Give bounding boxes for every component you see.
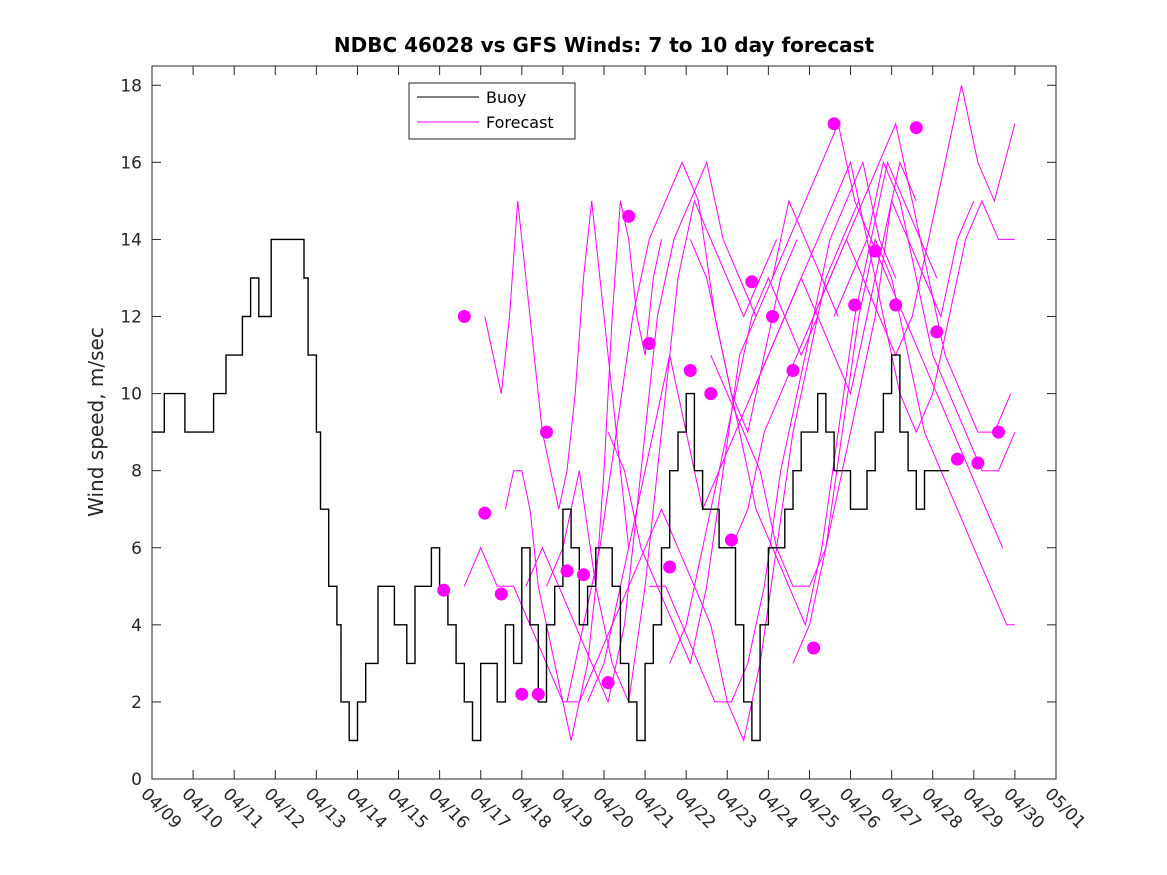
forecast-marker [930, 325, 944, 339]
forecast-marker [683, 364, 697, 377]
y-tick-label: 14 [120, 230, 142, 250]
forecast-marker [971, 456, 985, 470]
forecast-marker [786, 364, 800, 377]
forecast-marker [622, 209, 636, 223]
forecast-marker [745, 275, 759, 289]
plot-area [152, 66, 1056, 779]
y-tick-label: 18 [120, 76, 142, 96]
forecast-line-17 [792, 237, 1015, 664]
chart-title: NDBC 46028 vs GFS Winds: 7 to 10 day for… [334, 33, 875, 57]
axes-box [151, 65, 1057, 780]
forecast-line-18 [813, 122, 1012, 433]
forecast-marker [766, 310, 779, 323]
forecast-line-4 [525, 160, 757, 704]
forecast-line-14 [730, 85, 1016, 548]
forecast-marker [457, 310, 471, 323]
forecast-marker [437, 583, 451, 597]
forecast-marker [663, 560, 677, 574]
forecast-line-6 [566, 161, 798, 703]
forecast-line-8 [607, 199, 839, 666]
forecast-line-12 [689, 160, 938, 627]
legend-buoy-label: Buoy [486, 88, 526, 107]
y-tick-label: 0 [131, 770, 142, 790]
legend-box [408, 82, 576, 140]
forecast-marker [601, 676, 615, 690]
y-tick-label: 10 [120, 385, 142, 405]
forecast-marker [478, 506, 492, 520]
forecast-line-19 [833, 160, 1016, 472]
forecast-marker [577, 568, 590, 582]
forecast-marker [950, 452, 964, 466]
forecast-line-2 [484, 200, 630, 548]
forecast-marker [515, 687, 529, 701]
forecast-marker [560, 564, 574, 578]
buoy-line [152, 238, 950, 742]
y-tick-label: 8 [131, 462, 142, 482]
forecast-marker [494, 587, 508, 601]
forecast-marker [807, 641, 821, 655]
y-tick-label: 16 [120, 153, 142, 173]
forecast-marker [704, 387, 718, 401]
y-axis-label: Wind speed, m/sec [84, 327, 108, 517]
forecast-marker [642, 337, 656, 350]
forecast-line-5 [546, 199, 778, 704]
forecast-marker [827, 117, 841, 131]
forecast-line-9 [628, 200, 860, 743]
forecast-marker [848, 298, 862, 312]
forecast-marker [889, 298, 903, 312]
y-tick-label: 12 [120, 308, 142, 328]
forecast-line-15 [751, 160, 1015, 434]
forecast-marker [868, 244, 882, 258]
y-tick-label: 4 [131, 616, 142, 636]
legend: Buoy Forecast [408, 82, 576, 140]
forecast-marker [909, 121, 923, 135]
y-tick-label: 2 [131, 693, 142, 713]
series-layer [152, 85, 1016, 743]
forecast-marker [540, 425, 553, 439]
legend-forecast-label: Forecast [486, 113, 554, 132]
forecast-marker [724, 533, 738, 547]
y-tick-label: 6 [131, 539, 142, 559]
forecast-marker [531, 687, 545, 701]
forecast-marker [992, 425, 1005, 439]
forecast-line-16 [772, 122, 1004, 548]
